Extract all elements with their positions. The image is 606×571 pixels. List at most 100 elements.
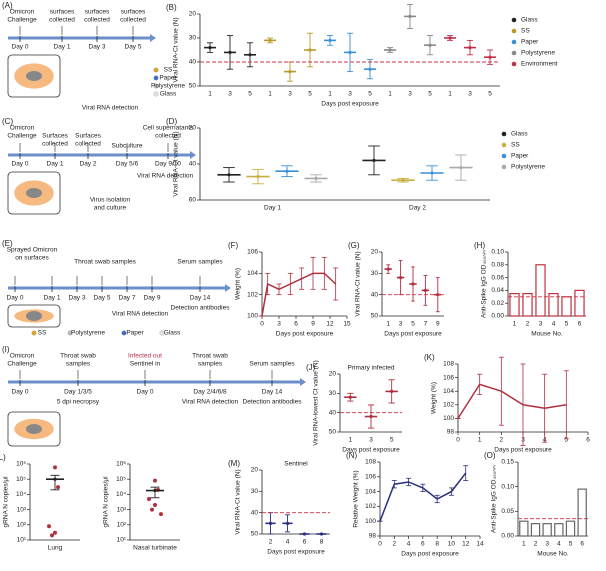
y-tick-label: 50 bbox=[189, 83, 197, 90]
diagram-label: Day 5/6 bbox=[116, 161, 139, 168]
x-tick-label: 1 bbox=[388, 91, 392, 98]
diagram-label: Virus isolation bbox=[90, 197, 131, 204]
x-tick-label: 4 bbox=[286, 539, 290, 546]
diagram-label: Day 1/3/5 bbox=[64, 389, 92, 396]
diagram-label: Paper bbox=[126, 330, 144, 337]
diagram-label: Serum samples bbox=[177, 259, 223, 266]
y-tick-label: 20 bbox=[251, 467, 259, 474]
x-tick-label: 7 bbox=[424, 321, 428, 328]
mean-point bbox=[268, 521, 273, 525]
legend-label: Glass bbox=[521, 17, 538, 24]
diagram-label: Day 14 bbox=[262, 389, 283, 396]
y-tick-label: 30 bbox=[329, 390, 337, 397]
diagram-label: collected bbox=[75, 141, 101, 148]
diagram-label: Day 3 bbox=[89, 44, 106, 51]
y-tick-label: 30 bbox=[371, 270, 379, 277]
y-tick-label: 20 bbox=[371, 249, 379, 256]
legend-label: Polystyrene bbox=[511, 164, 545, 171]
x-tick-label: 5 bbox=[488, 91, 492, 98]
diagram-label: Day 2/4/6/8 bbox=[193, 389, 227, 396]
y-tick-label: 30 bbox=[251, 488, 259, 495]
point bbox=[47, 524, 51, 529]
bar bbox=[554, 523, 564, 537]
x-tick-label: 9 bbox=[311, 321, 315, 328]
diagram-label: Throat swab bbox=[192, 353, 228, 360]
mean-point bbox=[459, 166, 463, 170]
diagram-label: Challenge bbox=[7, 133, 37, 140]
x-tick-label: 5 bbox=[411, 321, 415, 328]
mean-point bbox=[285, 521, 290, 525]
diagram-label: Throat swab samples bbox=[74, 259, 137, 266]
mean-point bbox=[408, 14, 412, 18]
y-tick-label: 100 bbox=[365, 518, 376, 525]
x-tick-label: 1 bbox=[478, 437, 482, 444]
y-tick-label: 106 bbox=[365, 474, 376, 481]
y-tick-label: 20 bbox=[189, 125, 197, 132]
y-tick-label: 108 bbox=[443, 361, 454, 368]
x-tick-label: 3 bbox=[545, 541, 549, 548]
mean-point bbox=[328, 38, 332, 43]
y-tick-label: 0.06 bbox=[491, 274, 504, 281]
y-tick-label: 0.15 bbox=[501, 459, 514, 466]
mean-point bbox=[423, 288, 427, 292]
legend-label: Polystyrene bbox=[521, 50, 555, 57]
x-tick-label: 14 bbox=[476, 541, 484, 548]
point bbox=[153, 478, 157, 483]
y-tick-label: 100 bbox=[247, 313, 258, 320]
y-tick-label: 98 bbox=[369, 533, 377, 540]
x-tick-label: 0 bbox=[456, 437, 460, 444]
diagram-label: Day 7 bbox=[119, 295, 136, 302]
mean-point bbox=[348, 395, 352, 399]
panel-label: (C) bbox=[2, 117, 13, 126]
diagram-label: Day 0 bbox=[7, 295, 24, 302]
legend-marker bbox=[511, 61, 517, 67]
panel-label: (D) bbox=[166, 117, 177, 126]
x-tick-label: 10 bbox=[448, 541, 456, 548]
y-tick-label: 30 bbox=[189, 35, 197, 42]
bar bbox=[522, 293, 533, 317]
panel-label: (F) bbox=[228, 241, 239, 250]
legend-dot bbox=[153, 67, 159, 73]
y-tick-label: 100 bbox=[443, 415, 454, 422]
mean-point bbox=[348, 50, 352, 55]
y-axis-label: Anti-Spike IgG OD₄₅₀ₙₘ bbox=[491, 465, 498, 533]
y-tick-label: 40 bbox=[251, 509, 259, 516]
diagram-label: Subculture bbox=[111, 143, 142, 150]
x-tick-label: 5 bbox=[390, 437, 394, 444]
x-tick-label: 4 bbox=[552, 321, 556, 328]
mean-point bbox=[369, 414, 373, 419]
mean-point bbox=[153, 488, 157, 493]
mean-point bbox=[228, 50, 232, 55]
diagram-label: Day 9 bbox=[144, 295, 161, 302]
mean-point bbox=[401, 178, 405, 182]
diagram-label: collected bbox=[155, 133, 181, 140]
y-axis-label: Viral RNA-Ct value (N) bbox=[173, 131, 180, 196]
x-axis-label: Days post exposure bbox=[494, 447, 552, 454]
x-axis-label: Days post exposure bbox=[401, 551, 459, 558]
y-tick-label: 106 bbox=[443, 374, 454, 381]
diagram-label: SS bbox=[164, 67, 173, 74]
x-tick-label: 5 bbox=[428, 91, 432, 98]
point bbox=[53, 465, 57, 470]
y-tick-label: 0.08 bbox=[491, 262, 504, 269]
y-tick-label: 20 bbox=[189, 11, 197, 18]
x-tick-label: 6 bbox=[578, 321, 582, 328]
diagram-label: Surfaces bbox=[42, 133, 68, 140]
diagram-label: Day 14 bbox=[190, 295, 211, 302]
diagram-label: Omicron bbox=[10, 9, 35, 16]
y-axis-label: gRNA N copies/μl bbox=[103, 476, 110, 528]
legend-label: Glass bbox=[511, 131, 528, 138]
mean-point bbox=[256, 175, 260, 179]
diagram-label: Sprayed Omicron bbox=[7, 247, 58, 254]
diagram-label: Surfaces bbox=[75, 133, 101, 140]
mean-point bbox=[390, 389, 394, 393]
mean-point bbox=[319, 532, 324, 536]
mean-point bbox=[388, 48, 392, 52]
mean-point bbox=[428, 43, 432, 47]
y-tick-label: 10³ bbox=[117, 506, 127, 513]
diagram-label: Day 0 bbox=[12, 161, 29, 168]
x-tick-label: 4 bbox=[407, 541, 411, 548]
mean-point bbox=[227, 173, 231, 177]
diagram-label: Viral RNA detection bbox=[182, 399, 239, 406]
y-tick-label: 10³ bbox=[17, 506, 27, 513]
